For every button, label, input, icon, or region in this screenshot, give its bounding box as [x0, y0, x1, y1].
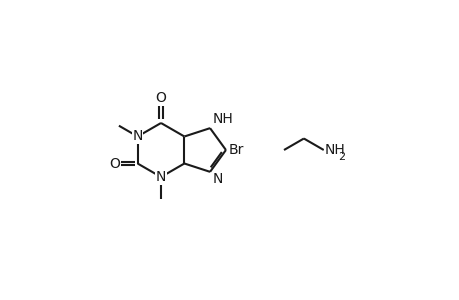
Text: O: O [109, 157, 120, 170]
Text: N: N [212, 172, 222, 186]
Text: N: N [156, 170, 166, 184]
Text: N: N [132, 130, 142, 143]
Text: 2: 2 [337, 152, 345, 162]
Text: Br: Br [229, 143, 244, 157]
Text: NH: NH [324, 143, 345, 157]
Text: NH: NH [212, 112, 233, 126]
Text: O: O [155, 91, 166, 105]
